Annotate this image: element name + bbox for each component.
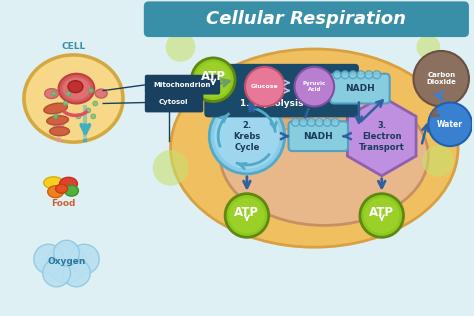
- Ellipse shape: [59, 74, 94, 103]
- Circle shape: [191, 58, 235, 101]
- Circle shape: [428, 102, 472, 146]
- FancyBboxPatch shape: [204, 64, 359, 117]
- Ellipse shape: [64, 185, 78, 196]
- Ellipse shape: [60, 177, 77, 190]
- Circle shape: [153, 150, 189, 186]
- Circle shape: [43, 259, 71, 287]
- Circle shape: [416, 35, 440, 59]
- Ellipse shape: [50, 127, 70, 136]
- Text: Glucose: Glucose: [251, 84, 279, 89]
- Circle shape: [229, 198, 265, 233]
- Ellipse shape: [260, 113, 309, 130]
- Ellipse shape: [47, 116, 68, 125]
- Text: 3.
Electron
Transport: 3. Electron Transport: [359, 121, 405, 152]
- Ellipse shape: [62, 77, 91, 100]
- FancyBboxPatch shape: [330, 74, 390, 103]
- Ellipse shape: [324, 109, 374, 124]
- Text: Carbon
Dioxide: Carbon Dioxide: [426, 72, 456, 85]
- Circle shape: [365, 71, 373, 79]
- Text: Water: Water: [437, 120, 463, 129]
- Circle shape: [91, 114, 96, 119]
- Ellipse shape: [230, 109, 280, 123]
- Ellipse shape: [48, 186, 64, 198]
- Ellipse shape: [220, 87, 428, 225]
- Ellipse shape: [44, 177, 64, 189]
- Circle shape: [413, 51, 469, 106]
- Text: Mitochondrion: Mitochondrion: [154, 82, 211, 88]
- Circle shape: [53, 114, 58, 119]
- Ellipse shape: [352, 120, 396, 137]
- Circle shape: [63, 259, 91, 287]
- Circle shape: [323, 118, 331, 126]
- Text: ATP: ATP: [369, 206, 394, 219]
- FancyBboxPatch shape: [144, 1, 469, 37]
- Circle shape: [341, 71, 349, 79]
- Text: Oxygen: Oxygen: [47, 257, 86, 265]
- Circle shape: [66, 91, 71, 96]
- Circle shape: [360, 194, 403, 237]
- Ellipse shape: [24, 55, 123, 142]
- Circle shape: [294, 67, 334, 106]
- Text: 2.
Krebs
Cycle: 2. Krebs Cycle: [233, 121, 261, 152]
- Circle shape: [300, 118, 307, 126]
- Circle shape: [46, 243, 86, 283]
- Text: CELL: CELL: [61, 42, 86, 52]
- Circle shape: [333, 71, 341, 79]
- FancyBboxPatch shape: [145, 75, 220, 94]
- Circle shape: [373, 71, 381, 79]
- Text: 1. Glycolysis: 1. Glycolysis: [240, 99, 303, 108]
- Circle shape: [292, 118, 300, 126]
- Circle shape: [63, 101, 68, 106]
- FancyBboxPatch shape: [145, 93, 203, 112]
- Circle shape: [214, 103, 280, 169]
- Ellipse shape: [272, 104, 327, 118]
- Ellipse shape: [55, 184, 67, 193]
- Polygon shape: [347, 97, 416, 176]
- Circle shape: [364, 198, 400, 233]
- Ellipse shape: [27, 58, 119, 139]
- Circle shape: [51, 91, 56, 96]
- Circle shape: [76, 114, 81, 119]
- Circle shape: [93, 101, 98, 106]
- Circle shape: [54, 240, 80, 266]
- Text: NADH: NADH: [345, 84, 375, 93]
- Circle shape: [245, 67, 284, 106]
- Circle shape: [342, 94, 356, 108]
- Ellipse shape: [317, 122, 371, 140]
- Text: Food: Food: [51, 199, 76, 208]
- Circle shape: [165, 32, 195, 62]
- Text: NADH: NADH: [303, 132, 333, 141]
- Ellipse shape: [68, 81, 83, 93]
- Circle shape: [70, 244, 99, 274]
- Circle shape: [209, 99, 284, 174]
- Circle shape: [422, 145, 454, 177]
- FancyBboxPatch shape: [289, 121, 348, 151]
- Circle shape: [89, 88, 94, 93]
- Circle shape: [349, 71, 357, 79]
- Ellipse shape: [228, 122, 282, 140]
- Circle shape: [315, 118, 323, 126]
- Circle shape: [34, 244, 64, 274]
- Circle shape: [307, 118, 315, 126]
- Ellipse shape: [95, 89, 107, 98]
- Ellipse shape: [44, 103, 67, 114]
- Ellipse shape: [290, 120, 339, 137]
- Circle shape: [195, 62, 231, 98]
- Ellipse shape: [45, 88, 59, 99]
- Text: Cellular Respiration: Cellular Respiration: [206, 10, 406, 28]
- Text: Pyruvic
Acid: Pyruvic Acid: [303, 81, 326, 92]
- Ellipse shape: [171, 49, 458, 247]
- Text: ATP: ATP: [235, 206, 259, 219]
- Circle shape: [331, 118, 339, 126]
- Circle shape: [225, 194, 269, 237]
- Circle shape: [305, 94, 313, 102]
- Circle shape: [86, 108, 91, 113]
- Text: Cytosol: Cytosol: [159, 100, 188, 106]
- Text: ATP: ATP: [201, 70, 226, 83]
- Circle shape: [324, 90, 334, 100]
- Circle shape: [357, 71, 365, 79]
